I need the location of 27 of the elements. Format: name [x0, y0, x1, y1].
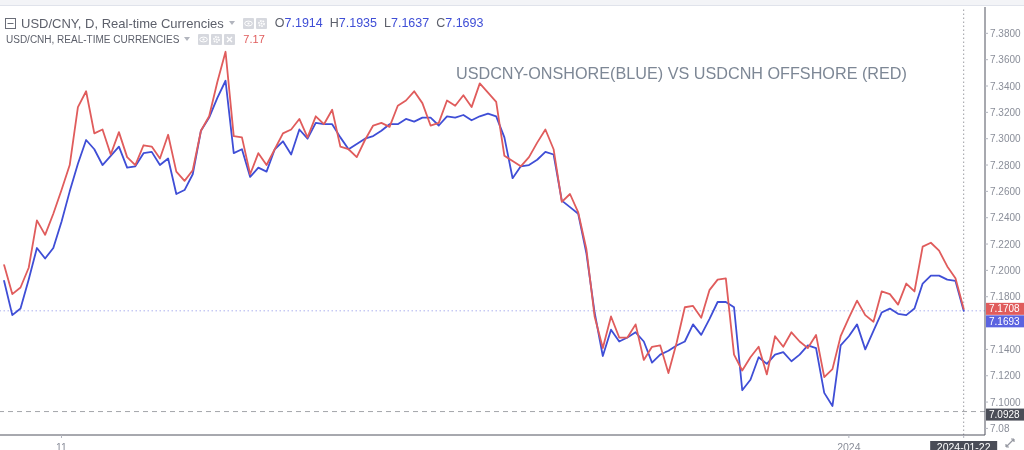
annotation: L7.1637 — [384, 16, 430, 30]
y-tick-label: 7.3200 — [990, 106, 1022, 118]
ref-line-label: 7.1693 — [989, 315, 1021, 327]
text: USD/CNH, REAL-TIME CURRENCIES — [6, 33, 180, 45]
y-tick-label: 7.3400 — [990, 80, 1022, 92]
y-tick-label: 7.1400 — [990, 343, 1022, 355]
y-tick-label: 7.08 — [990, 422, 1010, 434]
line-series — [3, 50, 965, 378]
y-tick-label: 7.2200 — [990, 238, 1022, 250]
y-tick-label: 7.2000 — [990, 264, 1022, 276]
y-tick-label: 7.3800 — [990, 27, 1022, 39]
y-tick-label: 7.3600 — [990, 54, 1022, 66]
y-tick-label: 7.1800 — [990, 291, 1022, 303]
annotation: O7.1914 — [274, 16, 323, 30]
y-tick-label: 7.2400 — [990, 212, 1022, 224]
y-tick-label: 7.3000 — [990, 133, 1022, 145]
y-tick-label: 7.2600 — [990, 185, 1022, 197]
annotation: 7.17 — [243, 33, 265, 45]
annotation: C7.1693 — [436, 16, 484, 30]
y-tick-label: 7.1200 — [990, 370, 1022, 382]
ref-line-label: 7.0928 — [989, 409, 1021, 421]
annotation: USDCNY-ONSHORE(BLUE) VS USDCNH OFFSHORE (RED) — [456, 64, 907, 82]
text: 7.1708 — [989, 303, 1021, 315]
y-tick-label: 7.1000 — [990, 396, 1022, 408]
y-tick-label: 7.2800 — [990, 159, 1022, 171]
annotation: H7.1935 — [329, 16, 377, 30]
text: USD/CNY, D, Real-time Currencies — [21, 15, 224, 31]
